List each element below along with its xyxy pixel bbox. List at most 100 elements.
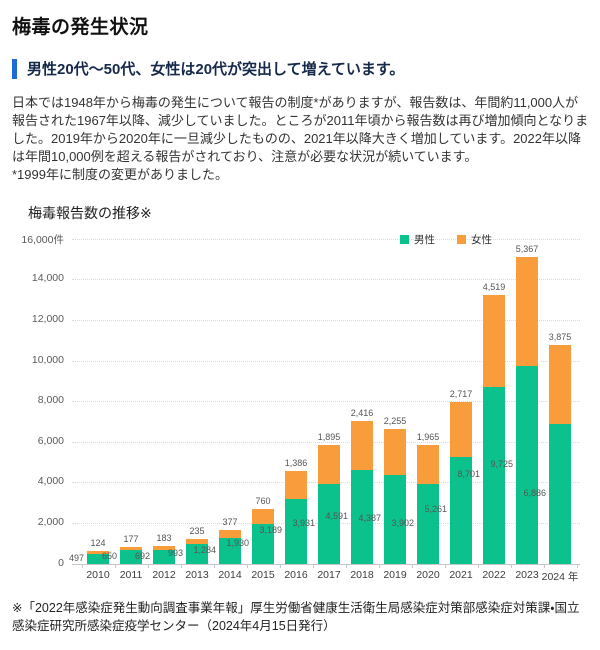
legend-label: 男性 — [414, 233, 435, 246]
section-heading: 男性20代～50代、女性は20代が突出して増えています。 — [12, 58, 590, 79]
gridline-14000 — [72, 279, 580, 281]
male-value-label-2016: 3,189 — [259, 525, 282, 536]
x-axis-tick — [543, 563, 545, 568]
x-axis-tick — [444, 563, 446, 568]
y-axis-label-8000: 8,000 — [37, 394, 64, 407]
x-axis-tick — [81, 563, 83, 568]
gridline-0 — [72, 563, 580, 565]
bar-male-2021 — [450, 456, 472, 564]
female-value-label-2011: 177 — [123, 533, 139, 544]
x-axis-tick — [246, 563, 248, 568]
male-value-label-2011: 650 — [101, 551, 117, 562]
bar-female-2020 — [417, 444, 439, 485]
syphilis-report-trend-chart: 0 2,000 4,000 6,000 8,000 10,000 12,000 14,000 1… — [10, 225, 592, 585]
male-value-label-2010: 497 — [68, 552, 84, 563]
bar-female-2011 — [120, 546, 142, 551]
gridline-8000 — [72, 401, 580, 403]
y-axis-label-12000: 12,000 — [31, 312, 64, 325]
gridline-12000 — [72, 319, 580, 321]
y-axis-label-14000: 14,000 — [31, 272, 64, 285]
chart-title: 梅毒報告数の推移※ — [28, 204, 152, 221]
bar-male-2022 — [483, 386, 505, 564]
female-value-label-2016: 1,386 — [284, 457, 308, 468]
female-value-label-2024: 3,875 — [548, 332, 572, 343]
male-value-label-2023: 9,725 — [490, 458, 513, 469]
bar-male-2013 — [186, 543, 208, 564]
bar-female-2015 — [252, 509, 274, 525]
x-axis-tick — [312, 563, 314, 568]
section-heading-text: 男性20代～50代、女性は20代が突出して増えています。 — [27, 61, 405, 78]
gridline-10000 — [72, 360, 580, 362]
male-value-label-2015: 1,930 — [226, 538, 249, 549]
male-value-label-2014: 1,284 — [193, 544, 216, 555]
bar-female-2024 — [549, 345, 571, 424]
female-value-label-2023: 5,367 — [515, 244, 539, 255]
bar-female-2023 — [516, 257, 538, 367]
bar-female-2021 — [450, 401, 472, 457]
x-axis-label-2023: 2023 — [515, 568, 539, 581]
x-axis-label-2019: 2019 — [383, 568, 407, 581]
bar-male-2018 — [351, 470, 373, 564]
gridline-16000 — [72, 238, 580, 240]
legend-swatch-icon — [400, 234, 409, 244]
female-value-label-2010: 124 — [90, 538, 106, 549]
bar-female-2017 — [318, 445, 340, 484]
female-value-label-2019: 2,255 — [383, 415, 407, 426]
x-axis-label-2011: 2011 — [119, 568, 143, 581]
x-axis-label-2014: 2014 — [218, 568, 242, 581]
chart-legend: 男性 女性 — [400, 232, 492, 247]
legend-item-女性: 女性 — [457, 232, 492, 247]
female-value-label-2021: 2,717 — [449, 388, 473, 399]
female-value-label-2018: 2,416 — [350, 408, 374, 419]
male-value-label-2017: 3,931 — [292, 517, 315, 528]
x-axis-tick — [279, 563, 281, 568]
male-value-label-2022: 8,701 — [457, 469, 480, 480]
x-axis-tick — [213, 563, 215, 568]
male-value-label-2019: 4,387 — [358, 513, 381, 524]
gridline-6000 — [72, 441, 580, 443]
bar-female-2012 — [153, 545, 175, 550]
x-axis-label-2015: 2015 — [251, 568, 275, 581]
y-axis-label-4000: 4,000 — [37, 475, 64, 488]
bar-female-2013 — [186, 538, 208, 544]
x-axis-tick — [114, 563, 116, 568]
x-axis-tick — [147, 563, 149, 568]
bar-female-2016 — [285, 470, 307, 499]
y-axis-label-2000: 2,000 — [37, 516, 64, 529]
bar-male-2024 — [549, 423, 571, 564]
source-citation: ※「2022年感染症発生動向調査事業年報」厚生労働省健康生活衛生局感染症対策部感… — [12, 600, 580, 634]
x-axis-label-2012: 2012 — [152, 568, 176, 581]
legend-swatch-icon — [457, 234, 466, 244]
bar-male-2016 — [285, 498, 307, 564]
x-axis-label-2010: 2010 — [86, 568, 110, 581]
bar-male-2015 — [252, 524, 274, 564]
bar-male-2020 — [417, 484, 439, 564]
x-axis-label-2020: 2020 — [416, 568, 440, 581]
female-value-label-2022: 4,519 — [482, 282, 506, 293]
male-value-label-2018: 4,591 — [325, 511, 348, 522]
y-axis-label-6000: 6,000 — [37, 434, 64, 447]
bar-male-2017 — [318, 483, 340, 564]
female-value-label-2020: 1,965 — [416, 431, 440, 442]
x-axis-label-2017: 2017 — [317, 568, 341, 581]
bar-female-2018 — [351, 421, 373, 471]
bar-female-2019 — [384, 428, 406, 475]
x-axis-tick — [378, 563, 380, 568]
body-note: *1999年に制度の変更がありました。 — [12, 166, 228, 182]
bar-male-2010 — [87, 553, 109, 564]
y-axis-label-10000: 10,000 — [31, 353, 64, 366]
x-axis-label-2018: 2018 — [350, 568, 374, 581]
female-value-label-2015: 760 — [255, 496, 271, 507]
accent-bar-icon — [12, 58, 17, 79]
male-value-label-2021: 5,261 — [424, 504, 447, 515]
female-value-label-2013: 235 — [189, 525, 205, 536]
x-axis-label-2016: 2016 — [284, 568, 308, 581]
y-axis-label-0: 0 — [58, 556, 64, 569]
bar-male-2012 — [153, 549, 175, 564]
x-axis-label-2013: 2013 — [185, 568, 209, 581]
x-axis-tick — [180, 563, 182, 568]
bar-female-2010 — [87, 551, 109, 554]
x-axis-tick — [576, 563, 578, 568]
x-axis-label-2021: 2021 — [449, 568, 473, 581]
